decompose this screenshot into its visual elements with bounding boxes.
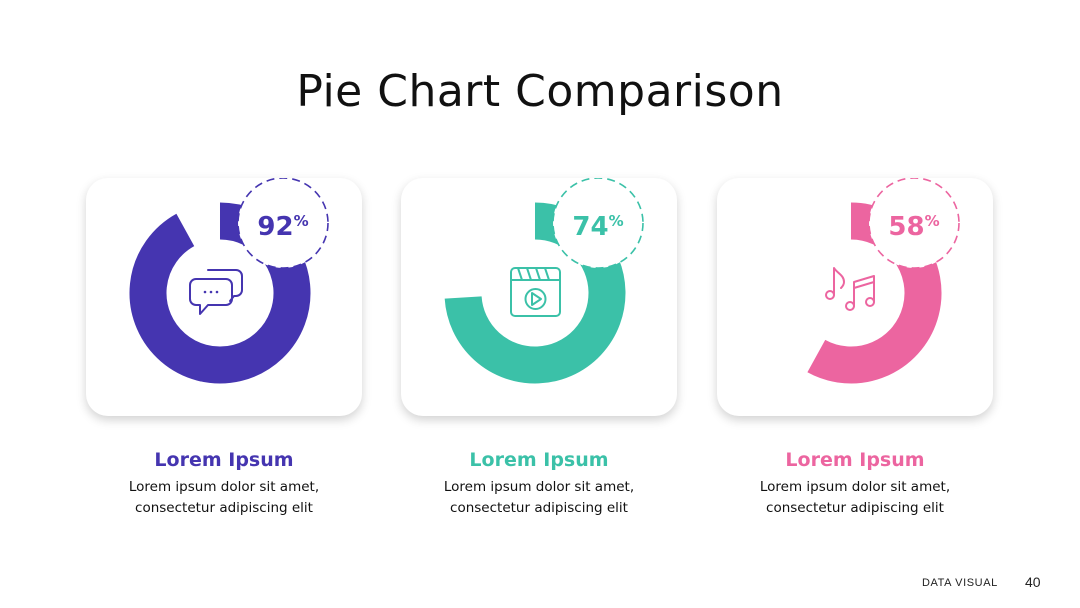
- percent-badge-1: [237, 178, 329, 269]
- card-description-3: Lorem ipsum dolor sit amet, consectetur …: [759, 479, 951, 516]
- donut-chart-1: 92%: [129, 178, 329, 384]
- chart-card-2: 74%: [401, 178, 677, 416]
- percent-badge-3: [868, 178, 960, 269]
- donut-chart-2: 74%: [444, 178, 644, 384]
- footer-label: DATA VISUAL: [922, 577, 998, 589]
- percent-label-3: 58%: [888, 212, 939, 242]
- page-title: Pie Chart Comparison: [296, 66, 784, 117]
- music-notes-icon: [825, 267, 875, 311]
- chart-card-1: 92%: [86, 178, 362, 416]
- percent-label-1: 92%: [257, 212, 308, 242]
- card-title-2: Lorem Ipsum: [469, 449, 609, 471]
- card-title-3: Lorem Ipsum: [785, 449, 925, 471]
- chat-bubbles-icon: [189, 269, 243, 315]
- percent-badge-2: [552, 178, 644, 269]
- donut-chart-3: 58%: [807, 178, 960, 384]
- card-title-1: Lorem Ipsum: [154, 449, 294, 471]
- card-description-1: Lorem ipsum dolor sit amet, consectetur …: [128, 479, 320, 516]
- chart-card-3: 58%: [717, 178, 993, 416]
- percent-label-2: 74%: [572, 212, 623, 242]
- card-description-2: Lorem ipsum dolor sit amet, consectetur …: [443, 479, 635, 516]
- page-number: 40: [1025, 574, 1041, 590]
- video-player-icon: [510, 267, 561, 317]
